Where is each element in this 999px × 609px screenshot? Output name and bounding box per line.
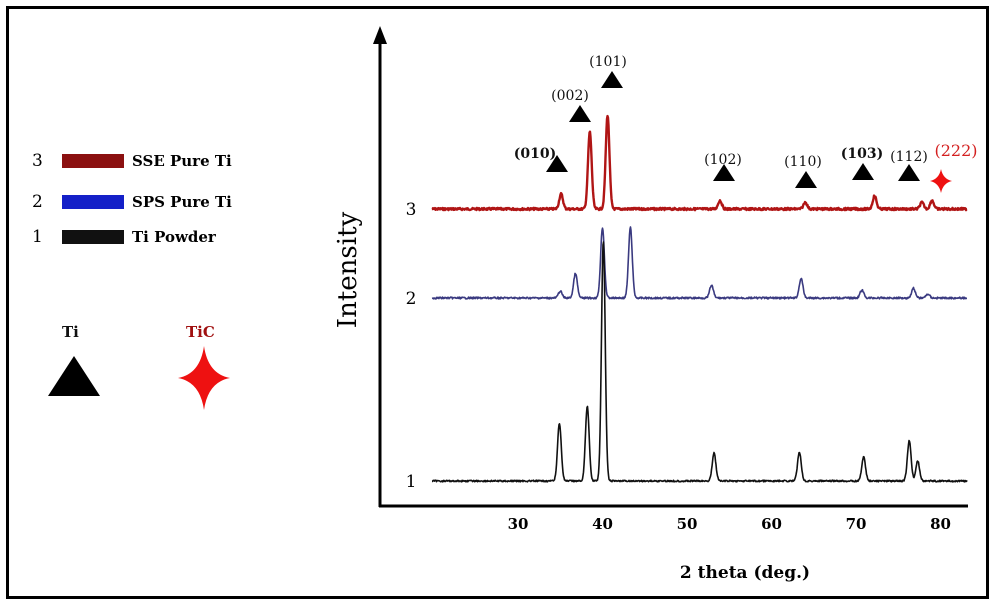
peak-annotation-label: (101)	[589, 54, 627, 70]
marker-label-tic: TiC	[186, 323, 215, 341]
peak-annotation-label: (103)	[841, 146, 883, 162]
legend-number: 2	[32, 192, 43, 212]
peak-annotation-label: (222)	[934, 141, 977, 160]
ti-marker-icon	[546, 155, 568, 172]
ti-marker-icon	[795, 171, 817, 188]
legend-number: 1	[32, 227, 43, 247]
series-line-1	[431, 114, 968, 212]
legend-swatch	[62, 230, 124, 244]
peak-annotation-label: (110)	[784, 154, 822, 170]
ti-marker-icon	[898, 164, 920, 181]
ti-marker-icon	[569, 105, 591, 122]
series-line-2	[431, 226, 968, 300]
ti-marker-icon	[713, 164, 735, 181]
x-tick-label: 80	[930, 515, 951, 533]
legend-swatch	[62, 195, 124, 209]
peak-annotation-label: (002)	[551, 88, 589, 104]
figure-frame	[6, 6, 989, 599]
marker-label-ti: Ti	[62, 323, 79, 341]
series-line-3	[431, 241, 968, 483]
y-axis-arrow	[373, 26, 387, 44]
legend-label: SPS Pure Ti	[132, 193, 232, 211]
x-tick-label: 60	[761, 515, 782, 533]
diamond-star-icon	[178, 346, 230, 410]
peak-annotation-label: (112)	[890, 149, 928, 165]
series-number-label: 3	[406, 200, 417, 220]
series-number-label: 1	[406, 472, 417, 492]
x-tick-label: 30	[508, 515, 529, 533]
y-axis-label: Intensity	[333, 211, 363, 328]
x-tick-label: 40	[592, 515, 613, 533]
legend-swatch	[62, 154, 124, 168]
legend-entry-1: 1 Ti Powder	[32, 227, 216, 247]
x-axis-label: 2 theta (deg.)	[680, 563, 810, 583]
ti-marker-icon	[852, 163, 874, 180]
legend-label: SSE Pure Ti	[132, 152, 232, 170]
triangle-icon	[48, 356, 100, 396]
ti-marker-icon	[601, 71, 623, 88]
chart-axes	[373, 26, 968, 508]
peak-annotation-label: (102)	[704, 152, 742, 168]
x-tick-label: 50	[677, 515, 698, 533]
series-number-label: 2	[406, 289, 417, 309]
legend-label: Ti Powder	[132, 228, 216, 246]
peak-annotation-label: (010)	[514, 146, 556, 162]
legend-number: 3	[32, 151, 43, 171]
x-tick-label: 70	[846, 515, 867, 533]
tic-marker-icon	[930, 169, 952, 193]
legend-entry-3: 3 SSE Pure Ti	[32, 151, 232, 171]
legend-entry-2: 2 SPS Pure Ti	[32, 192, 232, 212]
